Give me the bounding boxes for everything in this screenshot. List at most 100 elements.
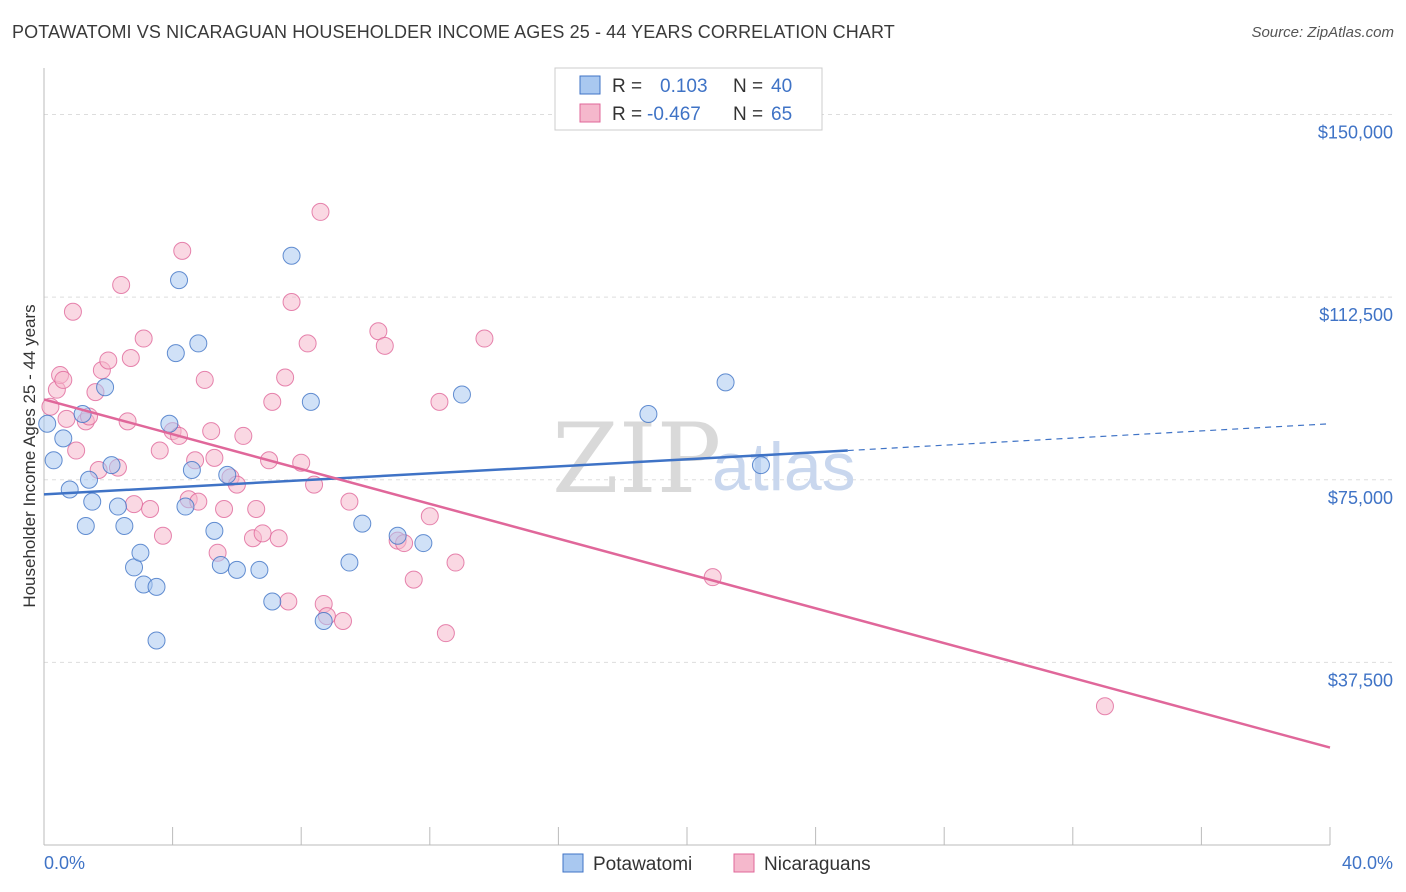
potawatomi-point xyxy=(340,553,359,572)
nicaraguan-point xyxy=(375,336,394,355)
legend-r-label-1: R = xyxy=(612,76,642,97)
potawatomi-point xyxy=(716,373,735,392)
legend-r-value-nicaraguans: -0.467 xyxy=(647,104,701,125)
potawatomi-point xyxy=(639,405,658,424)
legend-n-label-1: N = xyxy=(733,76,763,97)
potawatomi-point xyxy=(160,414,179,433)
potawatomi-point xyxy=(176,497,195,516)
nicaraguan-point xyxy=(195,370,214,389)
watermark-atlas: atlas xyxy=(712,429,856,505)
potawatomi-point xyxy=(54,429,73,448)
nicaraguan-point xyxy=(276,368,295,387)
potawatomi-point xyxy=(170,271,189,290)
nicaraguan-point xyxy=(298,334,317,353)
nicaraguan-point xyxy=(282,293,301,312)
x-tick-label-start: 0.0% xyxy=(44,853,85,873)
nicaraguan-point xyxy=(234,426,253,445)
potawatomi-point xyxy=(751,456,770,475)
nicaraguan-point xyxy=(269,529,288,548)
legend-swatch-nicaraguans xyxy=(579,103,601,123)
potawatomi-point xyxy=(80,470,99,489)
nicaraguan-point xyxy=(1095,697,1114,716)
nicaraguan-point xyxy=(430,392,449,411)
nicaraguan-point xyxy=(202,422,221,441)
nicaraguan-point xyxy=(404,570,423,589)
potawatomi-points xyxy=(38,246,770,650)
potawatomi-trend-extension xyxy=(847,423,1331,452)
potawatomi-point xyxy=(218,465,237,484)
nicaraguan-point xyxy=(125,495,144,514)
potawatomi-point xyxy=(76,517,95,536)
potawatomi-point xyxy=(388,526,407,545)
y-tick-label: $37,500 xyxy=(1328,670,1393,690)
potawatomi-point xyxy=(131,543,150,562)
bottom-legend-swatch-nicaraguans xyxy=(733,853,755,873)
x-tick-label-end: 40.0% xyxy=(1342,853,1393,873)
nicaraguan-point xyxy=(446,553,465,572)
potawatomi-point xyxy=(301,392,320,411)
potawatomi-point xyxy=(205,521,224,540)
bottom-legend-label-potawatomi: Potawatomi xyxy=(593,854,692,875)
potawatomi-point xyxy=(189,334,208,353)
nicaraguan-point xyxy=(340,492,359,511)
potawatomi-point xyxy=(108,497,127,516)
y-tick-labels: $37,500 $75,000 $112,500 $150,000 xyxy=(1318,123,1393,691)
nicaraguan-point xyxy=(67,441,86,460)
potawatomi-point xyxy=(353,514,372,533)
potawatomi-point xyxy=(452,385,471,404)
legend-n-label-2: N = xyxy=(733,104,763,125)
potawatomi-point xyxy=(282,246,301,265)
nicaraguan-point xyxy=(112,275,131,294)
potawatomi-point xyxy=(263,592,282,611)
nicaraguan-point xyxy=(63,302,82,321)
potawatomi-point xyxy=(250,560,269,579)
potawatomi-point xyxy=(182,461,201,480)
correlation-legend: R = 0.103 N = 40 R = -0.467 N = 65 xyxy=(554,67,823,131)
nicaraguan-trend-line xyxy=(43,398,1331,749)
nicaraguan-point xyxy=(263,392,282,411)
axes xyxy=(43,68,1331,846)
nicaraguan-point xyxy=(150,441,169,460)
potawatomi-point xyxy=(96,378,115,397)
grid-lines xyxy=(44,114,1392,663)
nicaraguan-point xyxy=(247,499,266,518)
legend-swatch-potawatomi xyxy=(579,75,601,95)
y-tick-label: $150,000 xyxy=(1318,123,1393,143)
nicaraguan-point xyxy=(420,507,439,526)
potawatomi-point xyxy=(227,560,246,579)
bottom-legend-label-nicaraguans: Nicaraguans xyxy=(764,854,871,875)
chart-title: POTAWATOMI VS NICARAGUAN HOUSEHOLDER INC… xyxy=(12,22,895,42)
potawatomi-point xyxy=(414,534,433,553)
potawatomi-point xyxy=(83,492,102,511)
potawatomi-point xyxy=(166,344,185,363)
y-tick-label: $75,000 xyxy=(1328,488,1393,508)
potawatomi-point xyxy=(314,611,333,630)
nicaraguan-point xyxy=(311,202,330,221)
nicaraguan-point xyxy=(215,499,234,518)
potawatomi-point xyxy=(102,456,121,475)
nicaraguan-point xyxy=(57,409,76,428)
potawatomi-point xyxy=(38,414,57,433)
source-label: Source: ZipAtlas.com xyxy=(1251,24,1394,41)
nicaraguan-point xyxy=(279,592,298,611)
nicaraguan-point xyxy=(173,241,192,260)
nicaraguan-point xyxy=(333,611,352,630)
potawatomi-point xyxy=(44,451,63,470)
x-tick-labels: 0.0% 40.0% xyxy=(44,853,1393,873)
nicaraguan-point xyxy=(141,499,160,518)
potawatomi-point xyxy=(147,631,166,650)
legend-r-label-2: R = xyxy=(612,104,642,125)
legend-n-value-potawatomi: 40 xyxy=(771,76,792,97)
trend-lines xyxy=(43,398,1331,749)
nicaraguan-point xyxy=(153,526,172,545)
nicaraguan-point xyxy=(436,624,455,643)
nicaraguan-point xyxy=(475,329,494,348)
potawatomi-point xyxy=(115,517,134,536)
nicaraguan-point xyxy=(253,524,272,543)
nicaraguan-point xyxy=(99,351,118,370)
legend-n-value-nicaraguans: 65 xyxy=(771,104,792,125)
nicaraguan-point xyxy=(54,370,73,389)
y-tick-label: $112,500 xyxy=(1319,305,1393,325)
nicaraguan-point xyxy=(134,329,153,348)
